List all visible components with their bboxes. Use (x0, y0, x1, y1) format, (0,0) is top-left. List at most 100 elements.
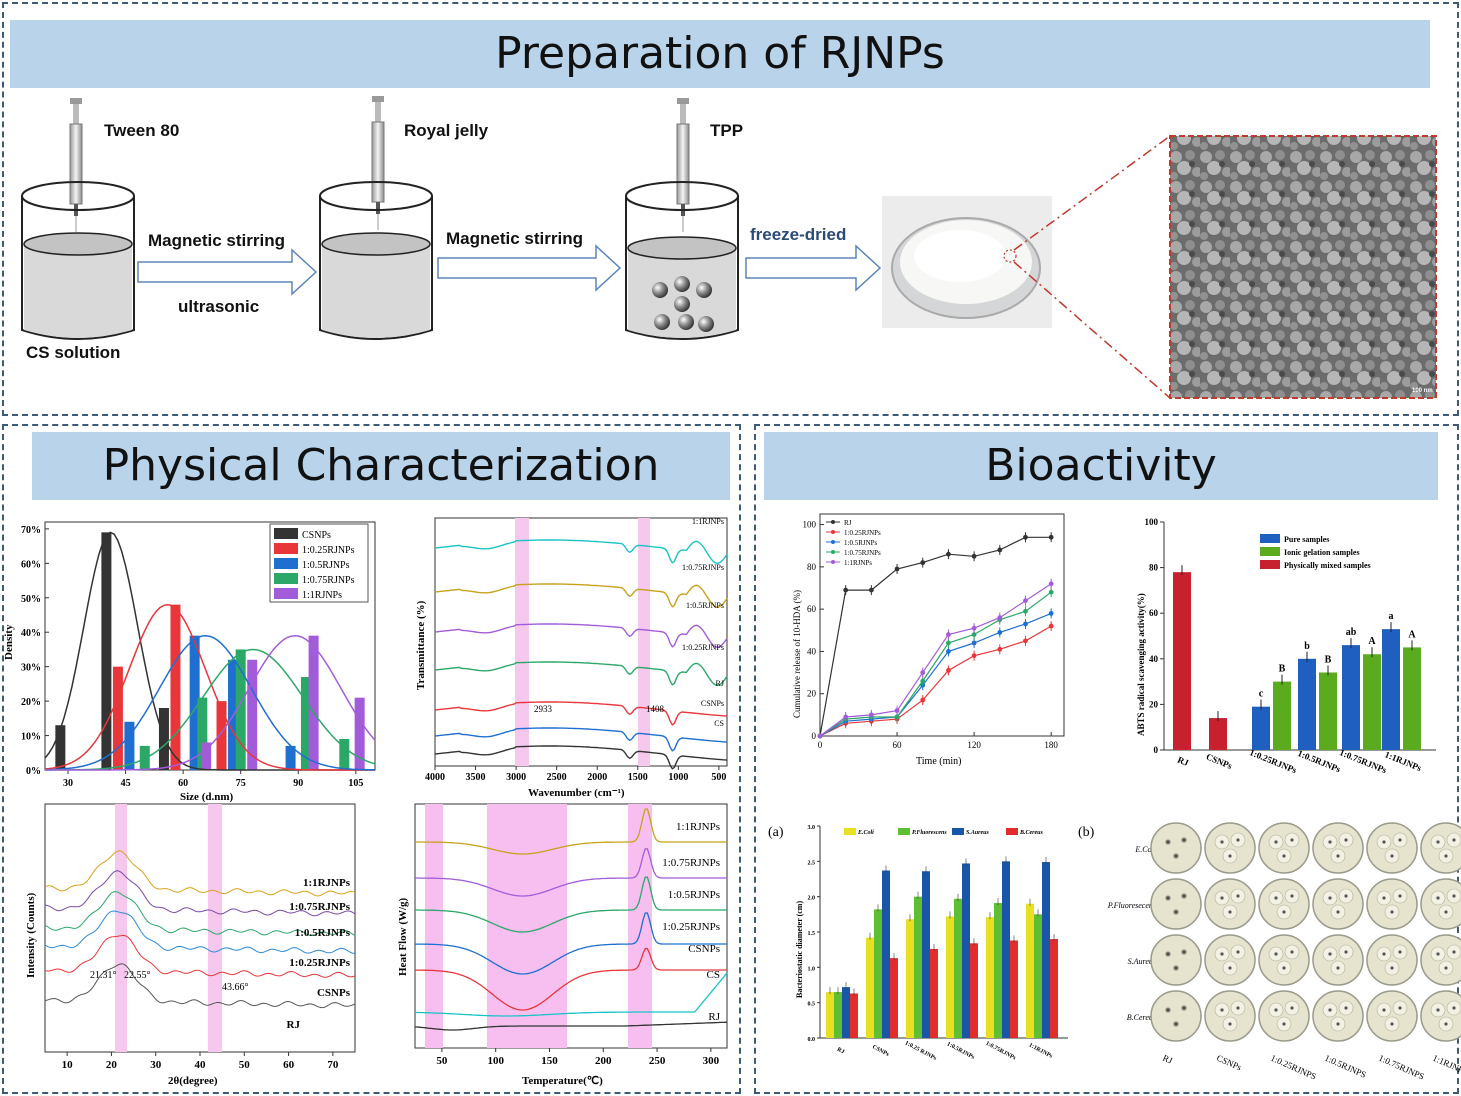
beaker-icon (21, 181, 135, 340)
xrd-xlabel: 2θ(degree) (168, 1075, 218, 1087)
disc-marker (1166, 896, 1170, 900)
dls-xtick-label: 30 (63, 778, 73, 789)
agar-plate (1366, 822, 1418, 874)
abts-category-label: 1:0.75RJNPs (1338, 747, 1388, 775)
disc-marker (1236, 1006, 1240, 1010)
release-xtick-label: 60 (893, 740, 903, 750)
dsc-series-label: RJ (708, 1011, 720, 1023)
release-point (843, 587, 849, 593)
bact-legend-swatch (898, 828, 910, 835)
disc-marker (1236, 950, 1240, 954)
dls-bar (170, 604, 181, 770)
dls-ytick-label: 60% (21, 559, 41, 570)
dls-legend-label: 1:0.5RJNPs (302, 560, 350, 571)
release-point (894, 714, 900, 720)
beaker-icon (625, 181, 739, 340)
release-point (817, 733, 823, 739)
dls-bar (285, 745, 296, 770)
ftir-series-label: 1:1RJNPs (692, 517, 724, 526)
dls-xlabel: Size (d.nm) (180, 791, 234, 803)
bact-bar (1026, 903, 1034, 1038)
release-ytick-label: 40 (807, 646, 817, 656)
arrow-icon (745, 244, 882, 292)
dsc-xtick-label: 200 (595, 1055, 612, 1067)
dls-ytick-label: 10% (21, 732, 41, 743)
dls-bar (197, 697, 208, 770)
arrow-icon (437, 244, 622, 292)
disc-marker (1174, 854, 1178, 858)
dsc-thermogram-line (414, 972, 728, 1017)
disc-marker (1182, 950, 1186, 954)
reagent-tpp: TPP (710, 121, 743, 140)
abts-bar (1252, 706, 1270, 750)
abts-ylabel: ABTS radical scavenging activity(%) (1136, 593, 1146, 736)
bacteriostatic-chart: (a) 0.0 0.5 1.0 1.5 2.0 2.5 3.0 RJ CSNPs 1:0.25 R… (768, 825, 1068, 1062)
dls-size-chart: 0% 10% 20% 30% 40% 50% 60% 70% 30 45 60 75 90 105 Den… (3, 521, 376, 803)
release-point (997, 630, 1003, 635)
ftir-xtick-label: 500 (711, 772, 726, 783)
ftir-series-label: RJ (716, 679, 724, 688)
bact-legend-label: E.Coli (857, 830, 874, 836)
bact-category-label: CSNPs (871, 1044, 890, 1058)
disc-marker (1390, 910, 1394, 914)
xrd-series-label: RJ (287, 1019, 301, 1031)
dsc-xtick-label: 50 (436, 1055, 448, 1067)
abts-significance-letter: B (1325, 654, 1332, 665)
dls-xtick-label: 75 (236, 778, 246, 789)
dls-xtick-label: 90 (293, 778, 303, 789)
bact-category-label: 1:0.25 RJNPs (904, 1040, 938, 1062)
abts-ytick-label: 20 (1149, 699, 1159, 709)
release-legend-label: 1:1RJNPs (844, 559, 872, 567)
release-point (1023, 621, 1028, 627)
xrd-xtick-label: 70 (327, 1059, 339, 1071)
release-ytick-label: 0 (812, 731, 817, 741)
bact-bar (874, 909, 882, 1038)
bact-category-label: 1:0.5RJNPs (946, 1041, 976, 1061)
abts-bar (1209, 718, 1227, 750)
xrd-chart: 10 20 30 40 50 60 70 1:1RJNPs 1:0.75RJNPs 1:0.5RJ… (25, 803, 356, 1087)
agar-plate (1204, 878, 1256, 930)
bact-legend-label: B.Cereus (1019, 830, 1044, 836)
dsc-series-label: 1:0.75RJNPs (662, 857, 720, 869)
reagent-tween80: Tween 80 (104, 121, 179, 140)
bact-ytick-label: 2.5 (808, 860, 816, 866)
dls-bar (300, 677, 311, 770)
ftir-xtick-label: 1500 (628, 772, 648, 783)
bact-bar (842, 987, 850, 1038)
dls-fit-curve (44, 603, 375, 771)
disc-marker (1228, 910, 1232, 914)
bact-legend-swatch (1006, 828, 1018, 835)
bact-bar (1042, 862, 1050, 1038)
bact-category-label: 1:1RJNPs (1028, 1042, 1054, 1060)
disc-marker (1182, 1006, 1186, 1010)
ftir-spectrum-line (434, 623, 728, 649)
bioactivity-section (754, 424, 1459, 1094)
release-point (971, 640, 977, 646)
release-legend-label: 1:0.5RJNPs (844, 539, 878, 547)
bact-category-label: RJ (836, 1047, 845, 1056)
disc-marker (1452, 950, 1456, 954)
dls-legend-label: 1:1RJNPs (302, 590, 342, 601)
release-point (971, 625, 977, 631)
abts-ytick-label: 80 (1149, 563, 1159, 573)
disc-marker (1290, 1006, 1294, 1010)
abts-chart: 0 20 40 60 80 100 RJ CSNPs 1:0.25RJNPs1:0.5RJNPs… (1136, 517, 1436, 775)
plate-column-label: CSNPs (1215, 1053, 1243, 1073)
disc-marker (1398, 838, 1402, 842)
disc-marker (1390, 1022, 1394, 1026)
plate-row-label: B.Cereus (1127, 1013, 1156, 1022)
inhibition-plates: (b) E.Coli P.Fluoresecens S.Aureus B.Cereus… (1078, 822, 1461, 1082)
release-xtick-label: 120 (967, 740, 981, 750)
ftir-spectrum-line (434, 745, 728, 770)
release-point (997, 646, 1003, 652)
dls-legend-label: 1:0.25RJNPs (302, 545, 355, 556)
plate-column-label: 1:1RJNPS (1431, 1053, 1461, 1077)
abts-category-label: 1:0.5RJNPs (1296, 748, 1342, 774)
physical-charts: 0% 10% 20% 30% 40% 50% 60% 70% 30 45 60 75 90 105 Den… (3, 517, 728, 1087)
abts-ytick-label: 60 (1149, 608, 1159, 618)
plate-row-label: S.Aureus (1128, 957, 1156, 966)
agar-plate (1312, 878, 1364, 930)
plate-column-label: 1:0.5RJNPS (1323, 1053, 1368, 1080)
disc-marker (1444, 1022, 1448, 1026)
